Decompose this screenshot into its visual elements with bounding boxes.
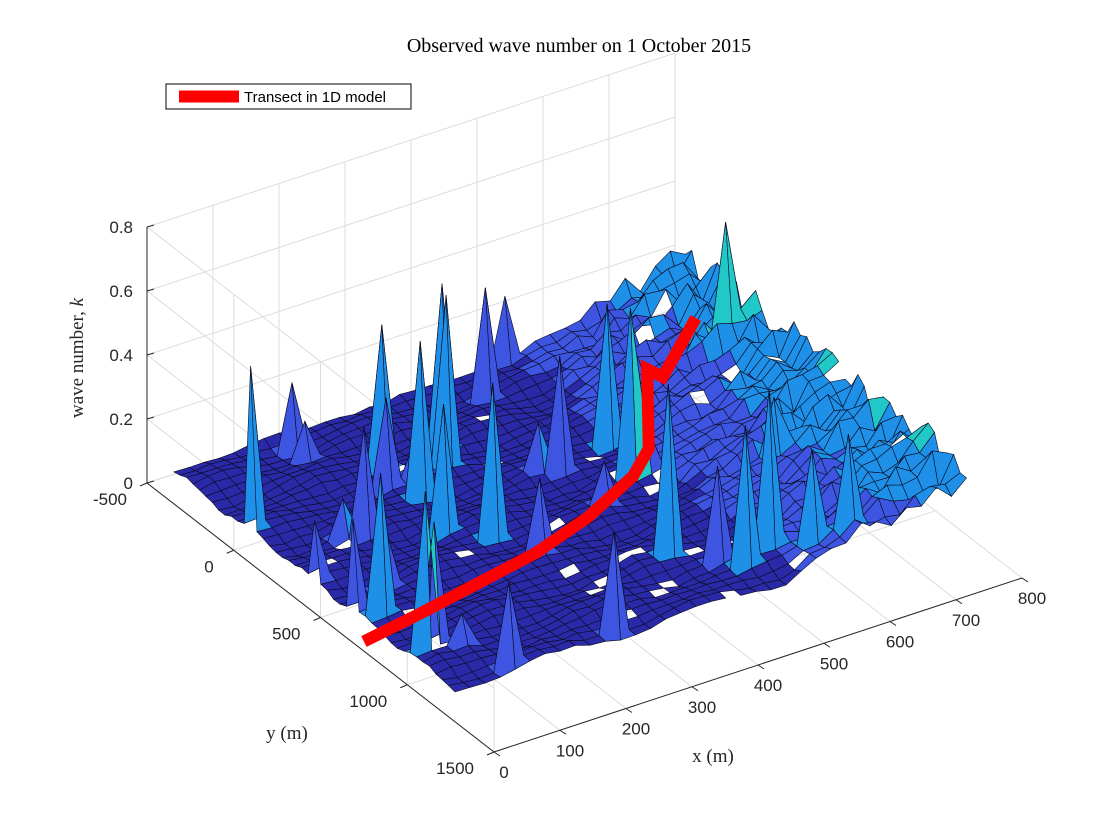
x-tick-mark <box>889 621 897 626</box>
y-tick-mark <box>313 617 321 621</box>
z-axis-label: wave number, k <box>67 297 88 418</box>
z-tick-label: 0.2 <box>109 410 133 429</box>
chart-title: Observed wave number on 1 October 2015 <box>407 35 751 57</box>
transect-line-path <box>361 315 702 647</box>
z-tick-mark <box>146 224 155 228</box>
x-tick-mark <box>1021 577 1029 583</box>
tick-labels: 0100200300400500600700800-50005001000150… <box>93 218 1046 782</box>
z-tick-label: 0.6 <box>109 282 133 301</box>
surface-cell <box>733 587 757 596</box>
transect-line <box>361 315 702 647</box>
x-tick-label: 200 <box>622 720 650 739</box>
z-tick-mark <box>146 288 155 292</box>
legend-label: Transect in 1D model <box>244 89 386 106</box>
x-tick-label: 700 <box>952 611 980 630</box>
z-axis-label-symbol: k <box>67 297 88 306</box>
z-tick-label: 0.4 <box>109 346 133 365</box>
z-tick-mark <box>146 416 155 420</box>
z-tick-label: 0.8 <box>109 218 133 237</box>
x-tick-mark <box>493 751 501 757</box>
x-tick-mark <box>823 642 831 648</box>
y-tick-mark <box>139 482 148 487</box>
z-axis-label-text: wave number, <box>67 306 88 418</box>
x-tick-label: 300 <box>688 698 716 717</box>
x-axis-label: x (m) <box>692 746 734 767</box>
x-tick-label: 600 <box>886 633 914 652</box>
x-tick-mark <box>625 708 633 713</box>
x-tick-label: 800 <box>1018 589 1046 608</box>
z-tick-mark <box>146 480 155 484</box>
y-tick-label: 500 <box>272 625 300 644</box>
x-tick-label: 0 <box>499 763 508 782</box>
y-tick-label: 0 <box>204 557 213 576</box>
surface-cell <box>447 682 471 693</box>
y-tick-mark <box>486 751 495 756</box>
z-tick-label: 0 <box>124 474 133 493</box>
x-tick-mark <box>955 599 963 605</box>
y-tick-label: 1500 <box>436 759 474 778</box>
y-tick-mark <box>400 684 408 689</box>
z-tick-mark <box>146 352 155 356</box>
legend: Transect in 1D model <box>165 83 412 110</box>
y-axis-label: y (m) <box>266 723 308 744</box>
y-tick-label: 1000 <box>349 692 387 711</box>
x-tick-label: 100 <box>556 741 584 760</box>
x-tick-label: 400 <box>754 676 782 695</box>
wave-number-surface <box>173 221 967 693</box>
x-tick-mark <box>691 686 699 692</box>
x-tick-mark <box>757 664 765 670</box>
x-tick-mark <box>559 729 567 735</box>
x-tick-label: 500 <box>820 654 848 673</box>
y-tick-label: -500 <box>93 490 127 509</box>
y-tick-mark <box>226 549 234 554</box>
